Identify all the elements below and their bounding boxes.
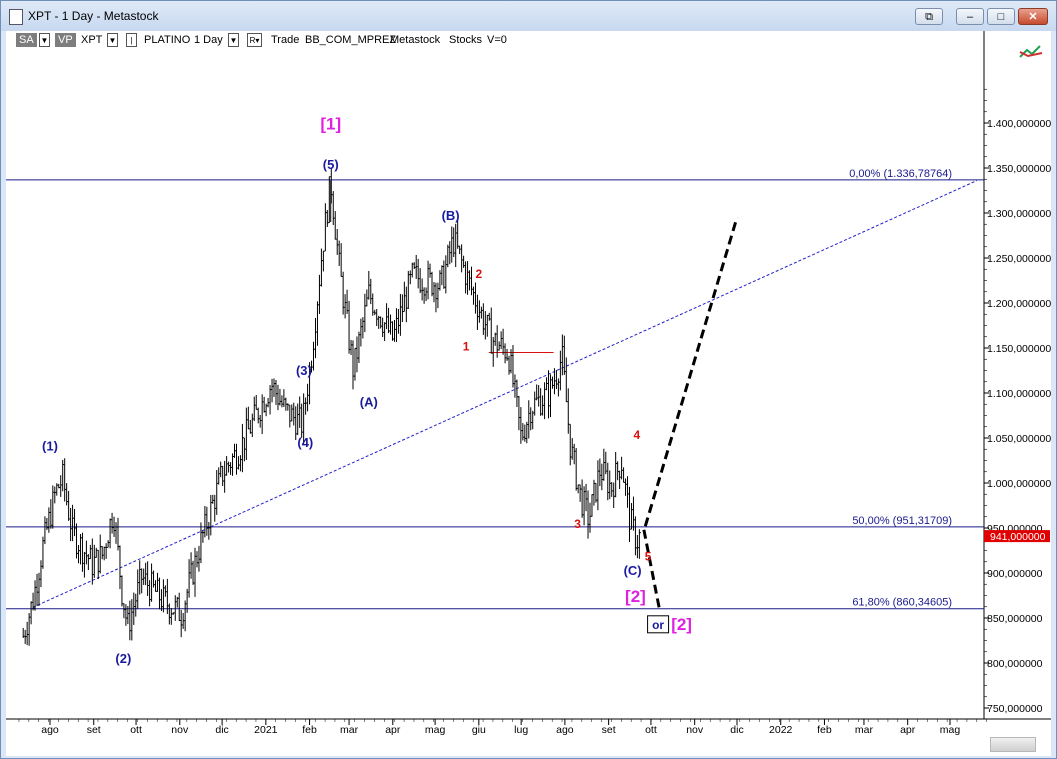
wave-label: (3) xyxy=(296,363,312,378)
wave-label: (C) xyxy=(624,563,642,578)
sa-dropdown[interactable]: ▼ xyxy=(39,33,50,47)
maximize-icon: □ xyxy=(997,11,1005,23)
r-box-label: R xyxy=(249,36,256,45)
symbol-dropdown[interactable]: ▼ xyxy=(107,33,118,47)
or-label: or xyxy=(652,618,664,632)
category-label: Stocks xyxy=(449,34,483,46)
period-dropdown[interactable]: ▼ xyxy=(228,33,239,47)
drawing-tools-icon[interactable] xyxy=(1018,43,1044,61)
mode-label: Trade xyxy=(271,34,300,46)
x-tick-label: feb xyxy=(302,724,317,736)
x-tick-label: ago xyxy=(556,724,574,736)
wave-label: (4) xyxy=(297,435,313,450)
maximize-button[interactable]: □ xyxy=(987,8,1015,25)
fib-level-label: 50,00% (951,31709) xyxy=(852,515,952,527)
fib-level-label: 61,80% (860,34605) xyxy=(852,597,952,609)
wave-label: [2] xyxy=(625,587,646,606)
x-tick-label: nov xyxy=(171,724,189,736)
y-tick-label: 1.150,000000 xyxy=(987,343,1051,355)
y-tick-label: 1.000,000000 xyxy=(987,478,1051,490)
y-tick-label: 1.100,000000 xyxy=(987,388,1051,400)
volume-label: V=0 xyxy=(487,34,507,46)
wave-label: (A) xyxy=(360,395,378,410)
horizontal-scrollbar[interactable] xyxy=(990,737,1036,752)
wave-label: (B) xyxy=(442,208,460,223)
alternate-wave-label: [2] xyxy=(671,615,692,634)
app-icon xyxy=(9,9,23,25)
x-tick-label: set xyxy=(602,724,616,736)
x-tick-label: 2022 xyxy=(769,724,793,736)
y-tick-label: 1.400,000000 xyxy=(987,118,1051,130)
x-tick-label: feb xyxy=(817,724,832,736)
source-label: Metastock xyxy=(390,34,441,46)
period-label: 1 Day xyxy=(194,34,223,46)
name-checkbox[interactable]: | xyxy=(126,33,137,47)
title-bar: XPT - 1 Day - Metastock ⧉ – □ ✕ xyxy=(1,1,1056,31)
y-tick-label: 850,000000 xyxy=(987,613,1043,625)
y-tick-label: 750,000000 xyxy=(987,703,1043,715)
x-tick-label: mag xyxy=(425,724,446,736)
symbol-label: XPT xyxy=(81,34,103,46)
minimize-button[interactable]: – xyxy=(956,8,984,25)
extra-window-icon: ⧉ xyxy=(925,11,933,23)
close-button[interactable]: ✕ xyxy=(1018,8,1048,25)
projection-down-line xyxy=(642,529,661,610)
y-tick-label: 1.350,000000 xyxy=(987,163,1051,175)
last-price-label: 941,000000 xyxy=(990,531,1046,543)
instrument-name: PLATINO xyxy=(144,34,191,46)
x-tick-label: ott xyxy=(645,724,657,736)
vp-button[interactable]: VP xyxy=(55,33,76,47)
wave-label: (1) xyxy=(42,439,58,454)
x-tick-label: 2021 xyxy=(254,724,278,736)
chart-area[interactable]: 1.400,000000 1.350,000000 1.300,000000 1.25… xyxy=(6,31,1051,756)
x-tick-label: dic xyxy=(730,724,743,736)
wave-label: [1] xyxy=(320,114,341,133)
x-tick-label: mar xyxy=(855,724,874,736)
wave-label: 3 xyxy=(574,517,581,531)
x-tick-label: ago xyxy=(41,724,59,736)
template-label: BB_COM_MPREZ xyxy=(305,34,397,46)
x-tick-label: lug xyxy=(514,724,528,736)
wave-label: 5 xyxy=(645,549,652,563)
close-icon: ✕ xyxy=(1028,11,1038,23)
x-tick-label: apr xyxy=(900,724,916,736)
x-tick-label: ott xyxy=(130,724,142,736)
wave-label: 2 xyxy=(475,267,482,281)
y-tick-label: 1.300,000000 xyxy=(987,208,1051,220)
trend-channel-line xyxy=(32,180,978,608)
last-price-box xyxy=(984,530,1050,543)
y-tick-label: 1.250,000000 xyxy=(987,253,1051,265)
y-tick-label: 1.050,000000 xyxy=(987,433,1051,445)
y-tick-label: 900,000000 xyxy=(987,568,1043,580)
x-tick-label: mag xyxy=(940,724,961,736)
y-tick-label: 800,000000 xyxy=(987,658,1043,670)
fib-level-label: 0,00% (1.336,78764) xyxy=(849,168,952,180)
y-tick-label: 1.200,000000 xyxy=(987,298,1051,310)
x-tick-label: dic xyxy=(215,724,228,736)
extra-window-button[interactable]: ⧉ xyxy=(915,8,943,25)
projection-up-line xyxy=(643,217,739,527)
wave-label: (5) xyxy=(323,157,339,172)
or-box xyxy=(647,615,670,634)
wave-label: 1 xyxy=(463,340,470,354)
wave-label: (2) xyxy=(115,651,131,666)
x-tick-label: mar xyxy=(340,724,359,736)
window-title: XPT - 1 Day - Metastock xyxy=(28,9,159,23)
wave-label: 4 xyxy=(633,428,640,442)
price-chart: 1.400,000000 1.350,000000 1.300,000000 1.25… xyxy=(6,31,1051,736)
x-tick-label: giu xyxy=(472,724,486,736)
x-tick-label: set xyxy=(87,724,101,736)
minimize-icon: – xyxy=(966,11,974,23)
x-tick-label: nov xyxy=(686,724,704,736)
chart-toolbar: SA ▼ VP XPT ▼ | PLATINO 1 Day ▼ R▾ Trade… xyxy=(6,31,526,49)
x-tick-label: apr xyxy=(385,724,401,736)
r-box[interactable]: R▾ xyxy=(247,33,262,47)
sa-button[interactable]: SA xyxy=(16,33,37,47)
